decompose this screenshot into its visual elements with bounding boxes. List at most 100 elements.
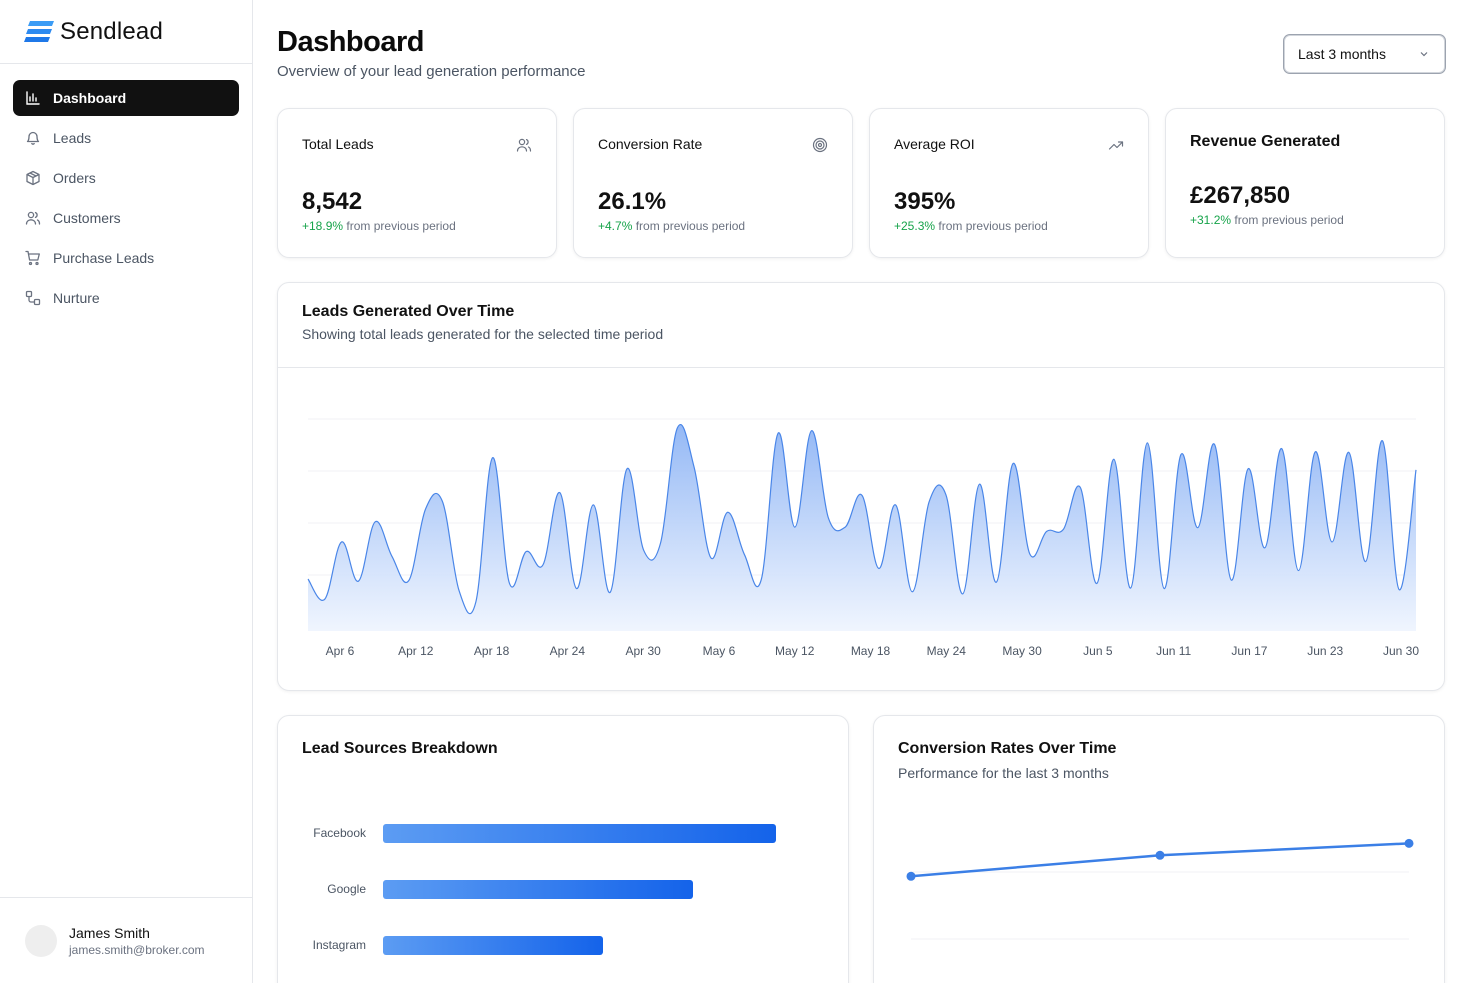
stat-card-revenue: Revenue Generated £267,850 +31.2% from p… (1165, 108, 1445, 258)
sidebar-item-nurture[interactable]: Nurture (13, 280, 239, 316)
data-point[interactable] (1404, 838, 1414, 848)
divider (278, 367, 1444, 368)
chart-title: Leads Generated Over Time (302, 303, 515, 320)
bell-icon (25, 130, 41, 146)
x-tick-label: May 18 (851, 644, 891, 658)
x-tick-label: Jun 11 (1156, 644, 1191, 658)
cart-icon (25, 250, 41, 266)
area-fill (308, 424, 1416, 631)
bar (383, 880, 694, 899)
bar-category-label: Google (327, 882, 366, 896)
x-tick-label: Jun 23 (1307, 644, 1343, 658)
leads-over-time-card: Leads Generated Over Time Showing total … (277, 282, 1445, 691)
chevron-down-icon (1420, 52, 1428, 57)
series-line (910, 842, 1410, 878)
stat-card-average-roi: Average ROI 395% +25.3% from previous pe… (869, 108, 1149, 258)
stat-title: Total Leads (302, 136, 374, 152)
series-line (307, 424, 1417, 615)
sidebar-item-label: Dashboard (53, 90, 127, 106)
x-tick-label: Jun 5 (1083, 644, 1113, 658)
data-point[interactable] (906, 871, 916, 881)
chart-subtitle: Showing total leads generated for the se… (302, 326, 664, 342)
users-icon (25, 210, 41, 226)
stat-title: Average ROI (894, 136, 975, 152)
stat-change-text: from previous period (635, 219, 746, 233)
avatar (25, 924, 57, 957)
brand-name: Sendlead (60, 17, 164, 45)
trending-up-icon (1108, 137, 1124, 153)
target-icon (812, 137, 828, 153)
x-tick-label: Apr 24 (550, 644, 586, 658)
user-profile[interactable]: James Smith james.smith@broker.com (0, 897, 252, 983)
leads-area-chart: Apr 6 Apr 12 Apr 18 Apr 24 Apr 30 May 6 May 12… (307, 418, 1419, 658)
user-email: james.smith@broker.com (69, 942, 205, 957)
sidebar-item-orders[interactable]: Orders (13, 160, 239, 196)
chart-title: Conversion Rates Over Time (898, 740, 1117, 757)
date-range-select[interactable]: Last 3 months (1284, 35, 1445, 73)
x-tick-label: May 30 (1002, 644, 1042, 658)
stat-value: 395% (894, 188, 956, 215)
stat-value: £267,850 (1190, 182, 1291, 209)
sidebar-item-customers[interactable]: Customers (13, 200, 239, 236)
x-tick-label: Jun 30 (1383, 644, 1419, 658)
user-info: James Smith james.smith@broker.com (69, 925, 205, 957)
conversion-rates-card: Conversion Rates Over Time Performance f… (873, 715, 1445, 983)
x-tick-label: Apr 12 (398, 644, 434, 658)
sendlead-logo-icon (24, 20, 54, 42)
stat-change-percent: +25.3% (894, 219, 936, 233)
sidebar-item-label: Purchase Leads (53, 250, 155, 266)
user-name: James Smith (69, 924, 150, 941)
sidebar-item-label: Customers (53, 210, 121, 226)
x-tick-label: Jun 17 (1231, 644, 1267, 658)
x-tick-label: Apr 6 (326, 644, 355, 658)
bar-chart-icon (25, 90, 41, 106)
sidebar-item-dashboard[interactable]: Dashboard (13, 80, 239, 116)
x-tick-label: May 6 (703, 644, 736, 658)
stat-change: +31.2% from previous period (1190, 213, 1344, 227)
main-content: Dashboard Overview of your lead generati… (253, 0, 1464, 983)
stat-change-text: from previous period (346, 219, 456, 233)
x-tick-label: May 24 (927, 644, 967, 658)
x-tick-label: May 12 (775, 644, 815, 658)
brand[interactable]: Sendlead (0, 0, 252, 64)
stat-value: 26.1% (598, 188, 667, 215)
stat-change: +25.3% from previous period (894, 219, 1048, 233)
stat-change-percent: +31.2% (1190, 213, 1232, 227)
page-title: Dashboard (277, 26, 424, 58)
stat-change: +4.7% from previous period (598, 219, 745, 233)
stat-change-text: from previous period (1234, 213, 1344, 227)
stat-value: 8,542 (302, 188, 363, 215)
lead-sources-card: Lead Sources Breakdown Facebook Google Ins… (277, 715, 849, 983)
stat-change-percent: +18.9% (302, 219, 344, 233)
stat-card-total-leads: Total Leads 8,542 +18.9% from previous p… (277, 108, 557, 258)
sidebar: Sendlead Dashboard Leads Orders (0, 0, 253, 983)
stat-change-percent: +4.7% (598, 219, 633, 233)
page-subtitle: Overview of your lead generation perform… (277, 63, 586, 80)
sidebar-nav: Dashboard Leads Orders Customers (0, 64, 252, 336)
bar-category-label: Instagram (312, 938, 366, 952)
chart-title: Lead Sources Breakdown (302, 740, 498, 757)
sidebar-item-label: Nurture (53, 290, 100, 306)
box-icon (25, 170, 41, 186)
bar (383, 936, 604, 955)
users-icon (516, 137, 532, 153)
chart-subtitle: Performance for the last 3 months (898, 765, 1109, 781)
bar-category-label: Facebook (313, 826, 366, 840)
stat-change: +18.9% from previous period (302, 219, 456, 233)
stat-card-conversion-rate: Conversion Rate 26.1% +4.7% from previou… (573, 108, 853, 258)
stat-title: Conversion Rate (598, 136, 703, 152)
conversion-line-chart (906, 838, 1414, 940)
date-range-value: Last 3 months (1298, 46, 1386, 62)
workflow-icon (25, 290, 41, 306)
stat-title: Revenue Generated (1190, 133, 1341, 150)
sidebar-item-purchase-leads[interactable]: Purchase Leads (13, 240, 239, 276)
stat-change-text: from previous period (938, 219, 1048, 233)
sidebar-item-label: Leads (53, 130, 92, 146)
data-point[interactable] (1155, 850, 1165, 860)
x-tick-label: Apr 30 (625, 644, 661, 658)
bar (383, 824, 776, 843)
x-tick-label: Apr 18 (474, 644, 510, 658)
sidebar-item-label: Orders (53, 170, 96, 186)
sidebar-item-leads[interactable]: Leads (13, 120, 239, 156)
